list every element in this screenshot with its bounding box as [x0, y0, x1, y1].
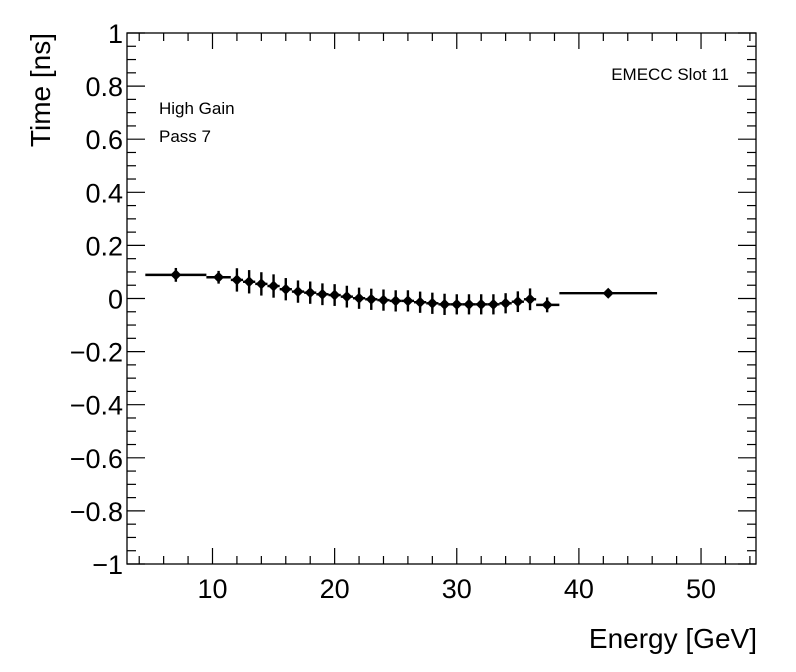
- y-tick-label: −0.4: [70, 391, 123, 421]
- data-point: [511, 291, 524, 313]
- diamond-marker: [475, 298, 487, 310]
- data-point: [145, 267, 207, 282]
- axis-ticks: [127, 32, 756, 565]
- diamond-marker: [353, 292, 365, 304]
- diamond-marker: [213, 271, 225, 283]
- y-tick-label: −0.2: [70, 338, 123, 368]
- y-tick-labels: 1 0.8 0.6 0.4 0.2 0 −0.2 −0.4 −0.6 −0.8 −1: [70, 19, 123, 580]
- diamond-marker: [365, 293, 377, 305]
- diamond-marker: [329, 289, 341, 301]
- diamond-marker: [487, 298, 499, 310]
- diamond-marker: [541, 299, 553, 311]
- x-tick-label: 50: [686, 574, 716, 604]
- y-tick-label: 0.6: [85, 125, 123, 155]
- diamond-marker: [439, 298, 451, 310]
- diamond-marker: [602, 287, 614, 299]
- data-points: [145, 267, 658, 315]
- diamond-marker: [268, 280, 280, 292]
- data-point: [401, 290, 415, 312]
- diamond-marker: [463, 298, 475, 310]
- data-point: [536, 297, 560, 313]
- data-point: [426, 292, 439, 314]
- diamond-marker: [500, 297, 512, 309]
- diamond-marker: [255, 278, 267, 290]
- data-point: [365, 288, 378, 310]
- diamond-marker: [280, 283, 292, 295]
- y-tick-label: 0: [108, 285, 123, 315]
- data-point: [230, 268, 244, 292]
- data-point: [340, 285, 353, 308]
- data-point: [487, 294, 500, 315]
- diamond-marker: [402, 295, 414, 307]
- data-point: [316, 283, 329, 306]
- y-tick-label: 0.2: [85, 231, 123, 261]
- data-point: [475, 294, 488, 315]
- data-point: [206, 270, 231, 284]
- data-point: [499, 293, 512, 314]
- data-point: [389, 290, 402, 312]
- diamond-marker: [414, 296, 426, 308]
- y-tick-label: −1: [92, 550, 123, 580]
- annotation-gain: High Gain: [159, 99, 235, 118]
- data-point: [328, 284, 341, 306]
- x-tick-label: 10: [197, 574, 227, 604]
- data-point: [243, 270, 256, 294]
- diamond-marker: [316, 288, 328, 300]
- x-axis-title: Energy [GeV]: [589, 623, 757, 654]
- y-tick-label: 1: [108, 19, 123, 49]
- diamond-marker: [426, 297, 438, 309]
- data-point: [414, 291, 427, 313]
- y-axis-title: Time [ns]: [25, 33, 56, 147]
- y-tick-label: −0.6: [70, 444, 123, 474]
- diamond-marker: [170, 269, 182, 281]
- diamond-marker: [377, 294, 389, 306]
- annotation-pass: Pass 7: [159, 127, 211, 146]
- data-point: [462, 294, 476, 315]
- data-point: [559, 287, 658, 299]
- diamond-marker: [292, 286, 304, 298]
- y-tick-label: 0.8: [85, 72, 123, 102]
- diamond-marker: [243, 276, 255, 288]
- data-point: [267, 274, 280, 298]
- diamond-marker: [512, 296, 524, 308]
- data-point: [352, 287, 366, 309]
- y-tick-label: 0.4: [85, 178, 123, 208]
- data-point: [450, 294, 463, 315]
- data-point: [438, 293, 451, 315]
- y-tick-label: −0.8: [70, 497, 123, 527]
- data-point: [279, 278, 292, 301]
- x-tick-label: 30: [442, 574, 472, 604]
- data-point: [523, 288, 537, 311]
- diamond-marker: [341, 291, 353, 303]
- annotation-slot: EMECC Slot 11: [611, 65, 729, 84]
- x-tick-label: 40: [564, 574, 594, 604]
- diamond-marker: [304, 287, 316, 299]
- diamond-marker: [390, 295, 402, 307]
- diamond-marker: [524, 293, 536, 305]
- data-point: [304, 281, 317, 304]
- diamond-marker: [231, 274, 243, 286]
- x-tick-label: 20: [320, 574, 350, 604]
- data-point: [377, 289, 390, 311]
- data-point: [291, 280, 305, 303]
- diamond-marker: [451, 298, 463, 310]
- data-point: [255, 272, 268, 296]
- x-tick-labels: 10 20 30 40 50: [197, 574, 716, 604]
